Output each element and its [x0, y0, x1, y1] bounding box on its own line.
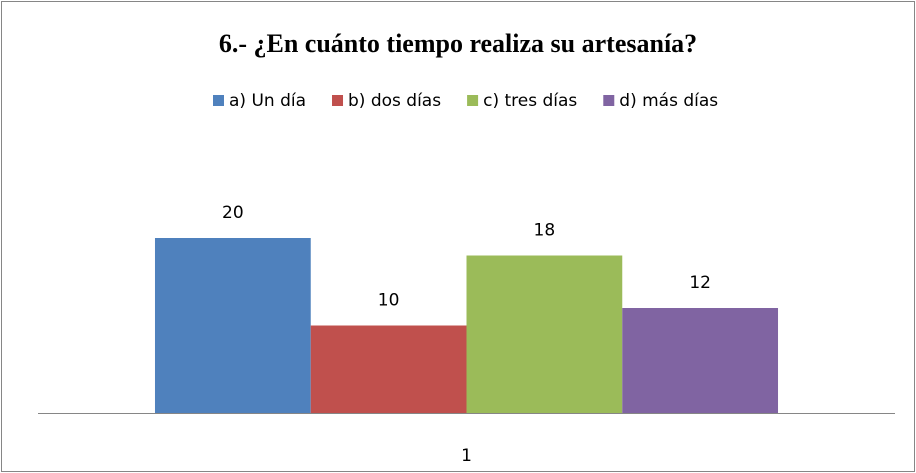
- legend-label: b) dos días: [348, 91, 441, 111]
- data-label: 10: [378, 291, 400, 311]
- chart-title: 6.- ¿En cuánto tiempo realiza su artesan…: [219, 29, 697, 58]
- legend-label: a) Un día: [229, 91, 306, 111]
- legend-label: d) más días: [619, 91, 718, 111]
- bar: [310, 325, 467, 413]
- bar: [154, 238, 311, 413]
- legend-label: c) tres días: [483, 91, 577, 111]
- bar: [466, 255, 623, 413]
- bar: [622, 308, 779, 413]
- legend-swatch: [332, 95, 344, 106]
- data-label: 12: [689, 273, 711, 293]
- legend-swatch: [213, 95, 224, 106]
- data-label: 18: [534, 221, 556, 241]
- data-label: 20: [222, 203, 244, 223]
- legend-swatch: [467, 95, 479, 106]
- legend-swatch: [603, 95, 615, 106]
- x-tick-label: 1: [461, 446, 472, 466]
